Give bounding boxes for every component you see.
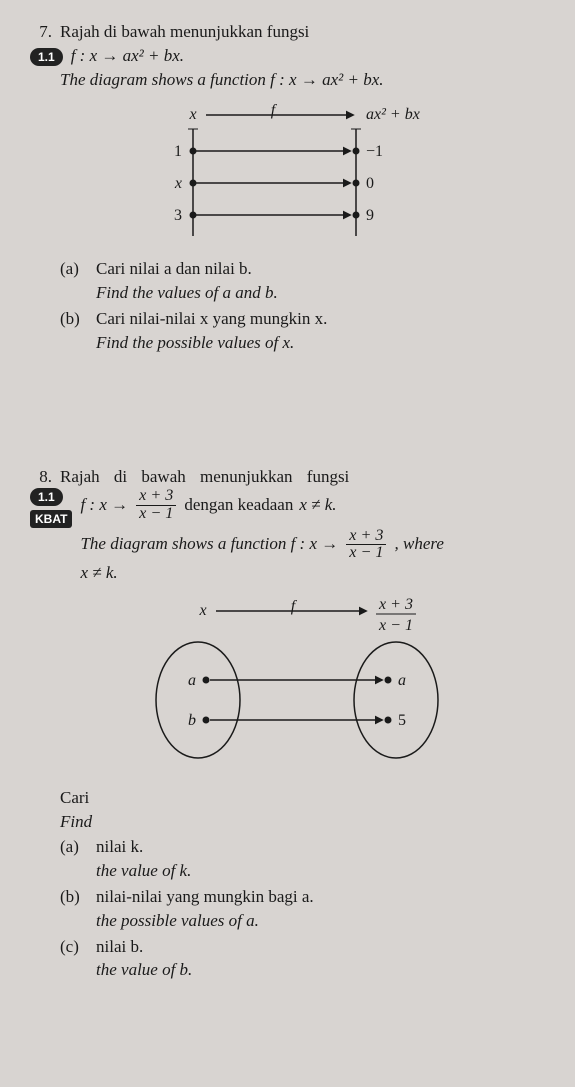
q7b-en: Find the possible values of x. bbox=[96, 331, 327, 355]
question-7: 7. Rajah di bawah menunjukkan fungsi 1.1… bbox=[30, 20, 545, 355]
q7-en-line: The diagram shows a function f : x → ax²… bbox=[60, 68, 545, 92]
q8-en-cond: x ≠ k. bbox=[80, 561, 545, 585]
badge-1-1: 1.1 bbox=[30, 48, 63, 66]
q8-f-def-line: f : x → x + 3 x − 1 dengan keadaan x ≠ k… bbox=[80, 488, 545, 521]
q8c: (c) nilai b. the value of b. bbox=[60, 935, 545, 983]
q8-frac-top: x + 3 bbox=[136, 488, 176, 505]
question-8: 8. Rajah di bawah menunjukkan fungsi 1.1… bbox=[30, 465, 545, 983]
q7-f-def: f : x → ax² + bx. bbox=[71, 44, 184, 68]
q8-cond: x ≠ k. bbox=[299, 493, 336, 517]
q8-find-en: Find bbox=[60, 810, 545, 834]
q7-f-expr: ax² + bx. bbox=[123, 46, 184, 65]
d7-row-1: x 0 bbox=[173, 175, 373, 192]
d7-row-2: 3 9 bbox=[174, 207, 374, 224]
d7-r0-right: −1 bbox=[366, 143, 383, 160]
q7a-ms: Cari nilai a dan nilai b. bbox=[96, 257, 278, 281]
d8-r0-right: a bbox=[398, 672, 406, 689]
q8-en-prefix: The diagram shows a function f : x → bbox=[80, 532, 338, 556]
q8-number: 8. bbox=[30, 465, 52, 489]
q7a: (a) Cari nilai a dan nilai b. Find the v… bbox=[60, 257, 545, 305]
q8-diagram: x f x + 3 x − 1 a a b 5 bbox=[118, 595, 458, 770]
q8-frac-bot: x − 1 bbox=[136, 506, 176, 522]
q7b: (b) Cari nilai-nilai x yang mungkin x. F… bbox=[60, 307, 545, 355]
d7-r2-right: 9 bbox=[366, 207, 374, 224]
q8-part1: Rajah di bawah menunjukkan fungsi bbox=[60, 467, 349, 486]
d7-f-label: f bbox=[270, 102, 277, 119]
spacer bbox=[30, 355, 545, 465]
badge-q8-1-1: 1.1 bbox=[30, 488, 63, 506]
d7-r1-right: 0 bbox=[366, 175, 374, 192]
q7-f-prefix: f : x → bbox=[71, 46, 119, 65]
d8-right-bot: x − 1 bbox=[378, 617, 413, 634]
q7b-lbl: (b) bbox=[60, 307, 86, 355]
q8a-ms: nilai k. bbox=[96, 835, 191, 859]
q8b-lbl: (b) bbox=[60, 885, 86, 933]
q7-number: 7. bbox=[30, 20, 52, 44]
d8-left-header: x bbox=[198, 602, 206, 619]
d7-r0-left: 1 bbox=[174, 143, 182, 160]
d7-right-header: ax² + bx bbox=[366, 106, 420, 123]
q7a-en: Find the values of a and b. bbox=[96, 281, 278, 305]
d7-r2-left: 3 bbox=[174, 207, 182, 224]
q8-en-line: The diagram shows a function f : x → x +… bbox=[80, 528, 545, 561]
q8-en-frac-top: x + 3 bbox=[346, 528, 386, 545]
q8c-en: the value of b. bbox=[96, 958, 192, 982]
q8-en-frac-bot: x − 1 bbox=[346, 545, 386, 561]
q8b: (b) nilai-nilai yang mungkin bagi a. the… bbox=[60, 885, 545, 933]
d7-left-header: x bbox=[188, 106, 196, 123]
q8-frac: x + 3 x − 1 bbox=[134, 488, 178, 521]
d8-right-top: x + 3 bbox=[378, 596, 413, 613]
d7-r1-left: x bbox=[173, 175, 181, 192]
q8b-ms: nilai-nilai yang mungkin bagi a. bbox=[96, 885, 314, 909]
d8-r1-right: 5 bbox=[398, 712, 406, 729]
d8-f-label: f bbox=[290, 598, 297, 615]
d7-row-0: 1 −1 bbox=[174, 143, 383, 160]
q8-f-prefix: f : x → bbox=[80, 493, 128, 517]
d8-row-1: b 5 bbox=[188, 712, 406, 729]
q8b-en: the possible values of a. bbox=[96, 909, 314, 933]
q8-find-ms: Cari bbox=[60, 786, 545, 810]
q7b-ms: Cari nilai-nilai x yang mungkin x. bbox=[96, 307, 327, 331]
q8a: (a) nilai k. the value of k. bbox=[60, 835, 545, 883]
q8-en-suffix: , where bbox=[394, 532, 443, 556]
q7a-lbl: (a) bbox=[60, 257, 86, 305]
q8a-lbl: (a) bbox=[60, 835, 86, 883]
q7-diagram: x f ax² + bx 1 −1 x 0 3 9 bbox=[138, 101, 438, 241]
q8c-lbl: (c) bbox=[60, 935, 86, 983]
q8a-en: the value of k. bbox=[96, 859, 191, 883]
q8-line1: 8. Rajah di bawah menunjukkan fungsi bbox=[30, 465, 545, 489]
q7-line2-row: 1.1 f : x → ax² + bx. bbox=[30, 44, 545, 68]
q8-en-frac: x + 3 x − 1 bbox=[344, 528, 388, 561]
d8-row-0: a a bbox=[188, 672, 406, 689]
q7-line1: 7. Rajah di bawah menunjukkan fungsi bbox=[30, 20, 545, 44]
badge-kbat: KBAT bbox=[30, 510, 72, 528]
q8c-ms: nilai b. bbox=[96, 935, 192, 959]
d8-r1-left: b bbox=[188, 712, 196, 729]
q8-mid: dengan keadaan bbox=[184, 493, 293, 517]
d8-r0-left: a bbox=[188, 672, 196, 689]
q7-line1-text: Rajah di bawah menunjukkan fungsi bbox=[60, 20, 309, 44]
